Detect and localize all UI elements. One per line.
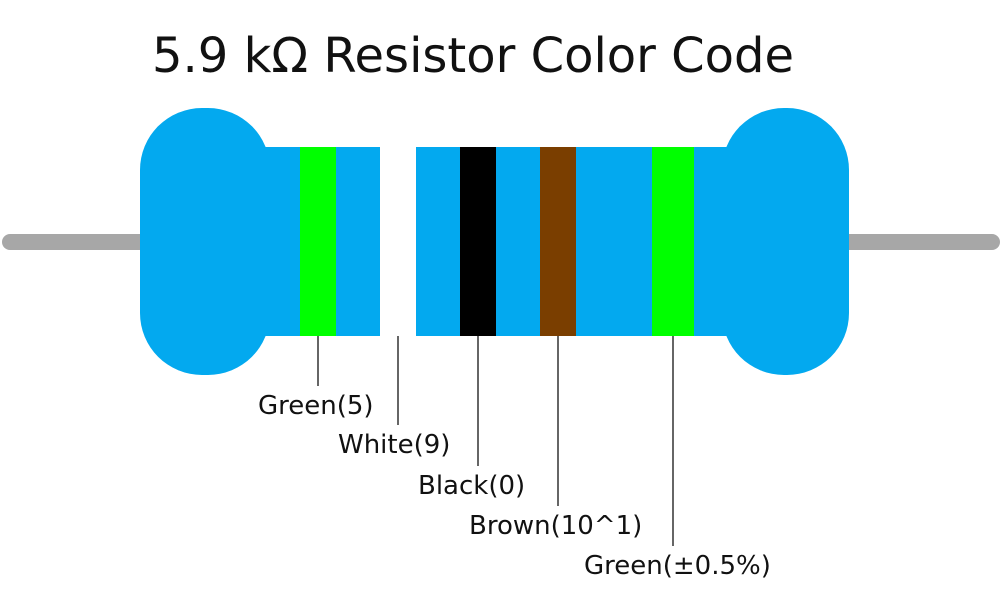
band-brown — [540, 147, 576, 336]
color-bands — [300, 147, 694, 336]
band-label-brown: Brown(10^1) — [469, 511, 642, 541]
page-title: 5.9 kΩ Resistor Color Code — [152, 28, 795, 84]
band-green-tolerance — [652, 147, 694, 336]
body-cap-right — [722, 108, 849, 375]
band-label-white: White(9) — [338, 430, 450, 460]
band-labels: Green(5) White(9) Black(0) Brown(10^1) Green… — [258, 391, 771, 581]
band-label-black: Black(0) — [418, 471, 525, 501]
band-white — [380, 147, 416, 336]
band-label-green: Green(5) — [258, 391, 374, 421]
body-cap-left — [140, 108, 270, 375]
band-label-green-tolerance: Green(±0.5%) — [584, 551, 771, 581]
band-black — [460, 147, 496, 336]
leader-lines — [317, 336, 674, 546]
band-green — [300, 147, 336, 336]
